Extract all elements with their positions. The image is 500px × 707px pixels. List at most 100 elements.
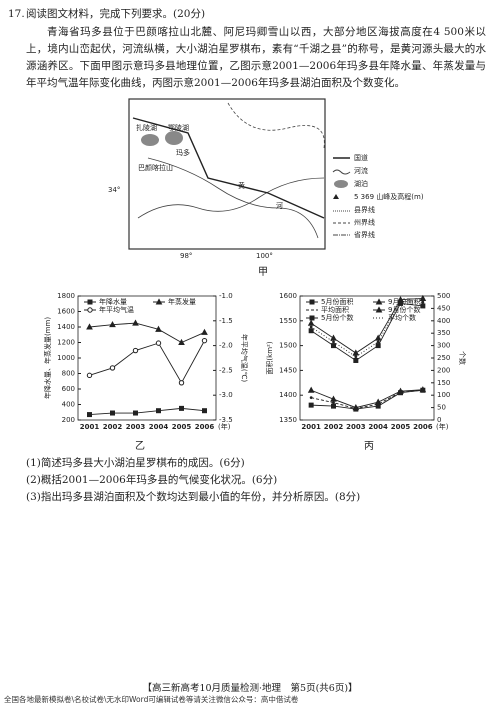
y-tick-label: 1600 bbox=[279, 292, 297, 300]
map-legend-label: 湖泊 bbox=[354, 179, 368, 188]
footer: 【高三新高考10月质量检测·地理 第5页(共6页)】 bbox=[142, 683, 358, 694]
y2-tick-label: 500 bbox=[437, 292, 450, 300]
x-tick-label: 2005 bbox=[391, 423, 411, 431]
marker bbox=[308, 328, 314, 334]
series-line bbox=[89, 340, 205, 384]
map-legend-label: 河流 bbox=[354, 166, 368, 175]
marker bbox=[201, 328, 208, 335]
x-tick-label: 2004 bbox=[149, 423, 169, 431]
y-tick-label: 1800 bbox=[57, 292, 75, 300]
y2-tick-label: -2.0 bbox=[219, 342, 233, 350]
marker bbox=[155, 340, 162, 346]
marker bbox=[86, 372, 93, 379]
y-label: 年降水量、年蒸发量(mm) bbox=[43, 317, 52, 399]
map-label: 黄 bbox=[238, 181, 245, 190]
y2-tick-label: -3.0 bbox=[219, 391, 233, 399]
marker bbox=[308, 402, 314, 408]
y2-tick-label: 250 bbox=[437, 354, 450, 362]
series-line bbox=[310, 389, 423, 409]
legend-label: 平均个数 bbox=[388, 313, 416, 322]
marker bbox=[201, 337, 208, 344]
marker bbox=[110, 410, 115, 416]
marker bbox=[86, 323, 93, 330]
legend-label: 年平均气温 bbox=[99, 305, 134, 314]
marker bbox=[354, 355, 358, 359]
marker bbox=[353, 357, 359, 363]
series-line bbox=[311, 389, 423, 410]
legend-label: 5月份面积 bbox=[321, 297, 353, 306]
x-tick-label: 2004 bbox=[368, 423, 388, 431]
marker bbox=[420, 303, 426, 309]
marker bbox=[87, 307, 93, 313]
map-label: 河 bbox=[276, 202, 283, 210]
y2-tick-label: -1.5 bbox=[219, 317, 233, 325]
chart-bing: 1350 1400 1450 1500 1550 1600 0 50 100 150 200 250 3… bbox=[265, 292, 467, 431]
legend-label: 9月份面积 bbox=[388, 297, 420, 306]
x-tick-label: 2003 bbox=[346, 423, 366, 431]
y-tick-label: 1000 bbox=[57, 354, 75, 362]
map-label: 100° bbox=[256, 252, 273, 260]
marker bbox=[155, 298, 163, 305]
map-label: 巴颜喀拉山 bbox=[138, 163, 173, 172]
y2-tick-label: -2.5 bbox=[219, 366, 233, 374]
x-unit: (年) bbox=[436, 422, 449, 431]
marker bbox=[375, 298, 383, 305]
x-tick-label: 2005 bbox=[172, 423, 192, 431]
x-tick-label: 2006 bbox=[195, 423, 215, 431]
marker bbox=[307, 319, 315, 326]
marker bbox=[156, 408, 161, 414]
marker bbox=[419, 294, 427, 301]
notice: 全国各地最新模拟卷\名校试卷\无水印Word可编辑试卷等请关注微信公众号：高中借… bbox=[4, 695, 299, 704]
y2-tick-label: -3.5 bbox=[219, 416, 233, 424]
marker bbox=[354, 407, 358, 410]
map-caption: 甲 bbox=[258, 267, 268, 278]
series-line bbox=[89, 407, 205, 416]
y-tick-label: 400 bbox=[62, 401, 75, 409]
y2-label: 个数 bbox=[458, 351, 467, 365]
y-tick-label: 200 bbox=[62, 416, 75, 424]
x-tick-label: 2002 bbox=[103, 423, 123, 431]
marker bbox=[109, 321, 116, 328]
x-tick-label: 2002 bbox=[324, 423, 344, 431]
marker bbox=[330, 334, 337, 341]
legend-label: 9月份个数 bbox=[388, 305, 420, 314]
question: (3)指出玛多县湖泊面积及个数均达到最小值的年份，并分析原因。(8分) bbox=[26, 491, 361, 503]
map-legend-label: 州界线 bbox=[354, 218, 375, 227]
marker bbox=[309, 325, 313, 329]
y-tick-label: 800 bbox=[62, 370, 75, 378]
y-tick-label: 1400 bbox=[57, 323, 75, 331]
marker bbox=[331, 403, 336, 409]
legend-label: 年蒸发量 bbox=[168, 297, 196, 306]
series-line bbox=[310, 302, 423, 362]
y2-tick-label: 300 bbox=[437, 342, 450, 350]
question-number: 17. bbox=[8, 8, 25, 20]
marker bbox=[109, 365, 116, 371]
y-tick-label: 600 bbox=[62, 385, 75, 393]
marker bbox=[421, 300, 425, 304]
marker bbox=[155, 325, 162, 332]
chart-yi: 200 400 600 800 1000 1200 1400 1600 1800 -3.5 -3.0… bbox=[43, 292, 249, 431]
marker bbox=[178, 380, 185, 386]
map-label: 玛多 bbox=[176, 148, 190, 157]
y-label: 面积(km²) bbox=[265, 341, 274, 374]
x-tick-label: 2001 bbox=[80, 423, 100, 431]
marker bbox=[309, 299, 315, 305]
map-label: 98° bbox=[180, 252, 192, 260]
marker bbox=[376, 340, 380, 344]
marker bbox=[133, 410, 138, 416]
map-legend-label: 5 369 山峰及高程(m) bbox=[354, 192, 424, 201]
y2-tick-label: 200 bbox=[437, 366, 450, 374]
marker bbox=[87, 299, 93, 305]
marker bbox=[132, 319, 139, 326]
marker bbox=[399, 390, 402, 394]
marker bbox=[309, 396, 313, 400]
x-tick-label: 2003 bbox=[126, 423, 146, 431]
y-tick-label: 1350 bbox=[279, 416, 297, 424]
y2-label: 年平均气温(℃) bbox=[240, 334, 249, 383]
y-tick-label: 1600 bbox=[57, 308, 75, 316]
marker bbox=[399, 300, 402, 303]
marker bbox=[309, 315, 315, 321]
question-prompt: 阅读图文材料，完成下列要求。(20分) bbox=[26, 8, 206, 20]
marker bbox=[307, 386, 315, 393]
